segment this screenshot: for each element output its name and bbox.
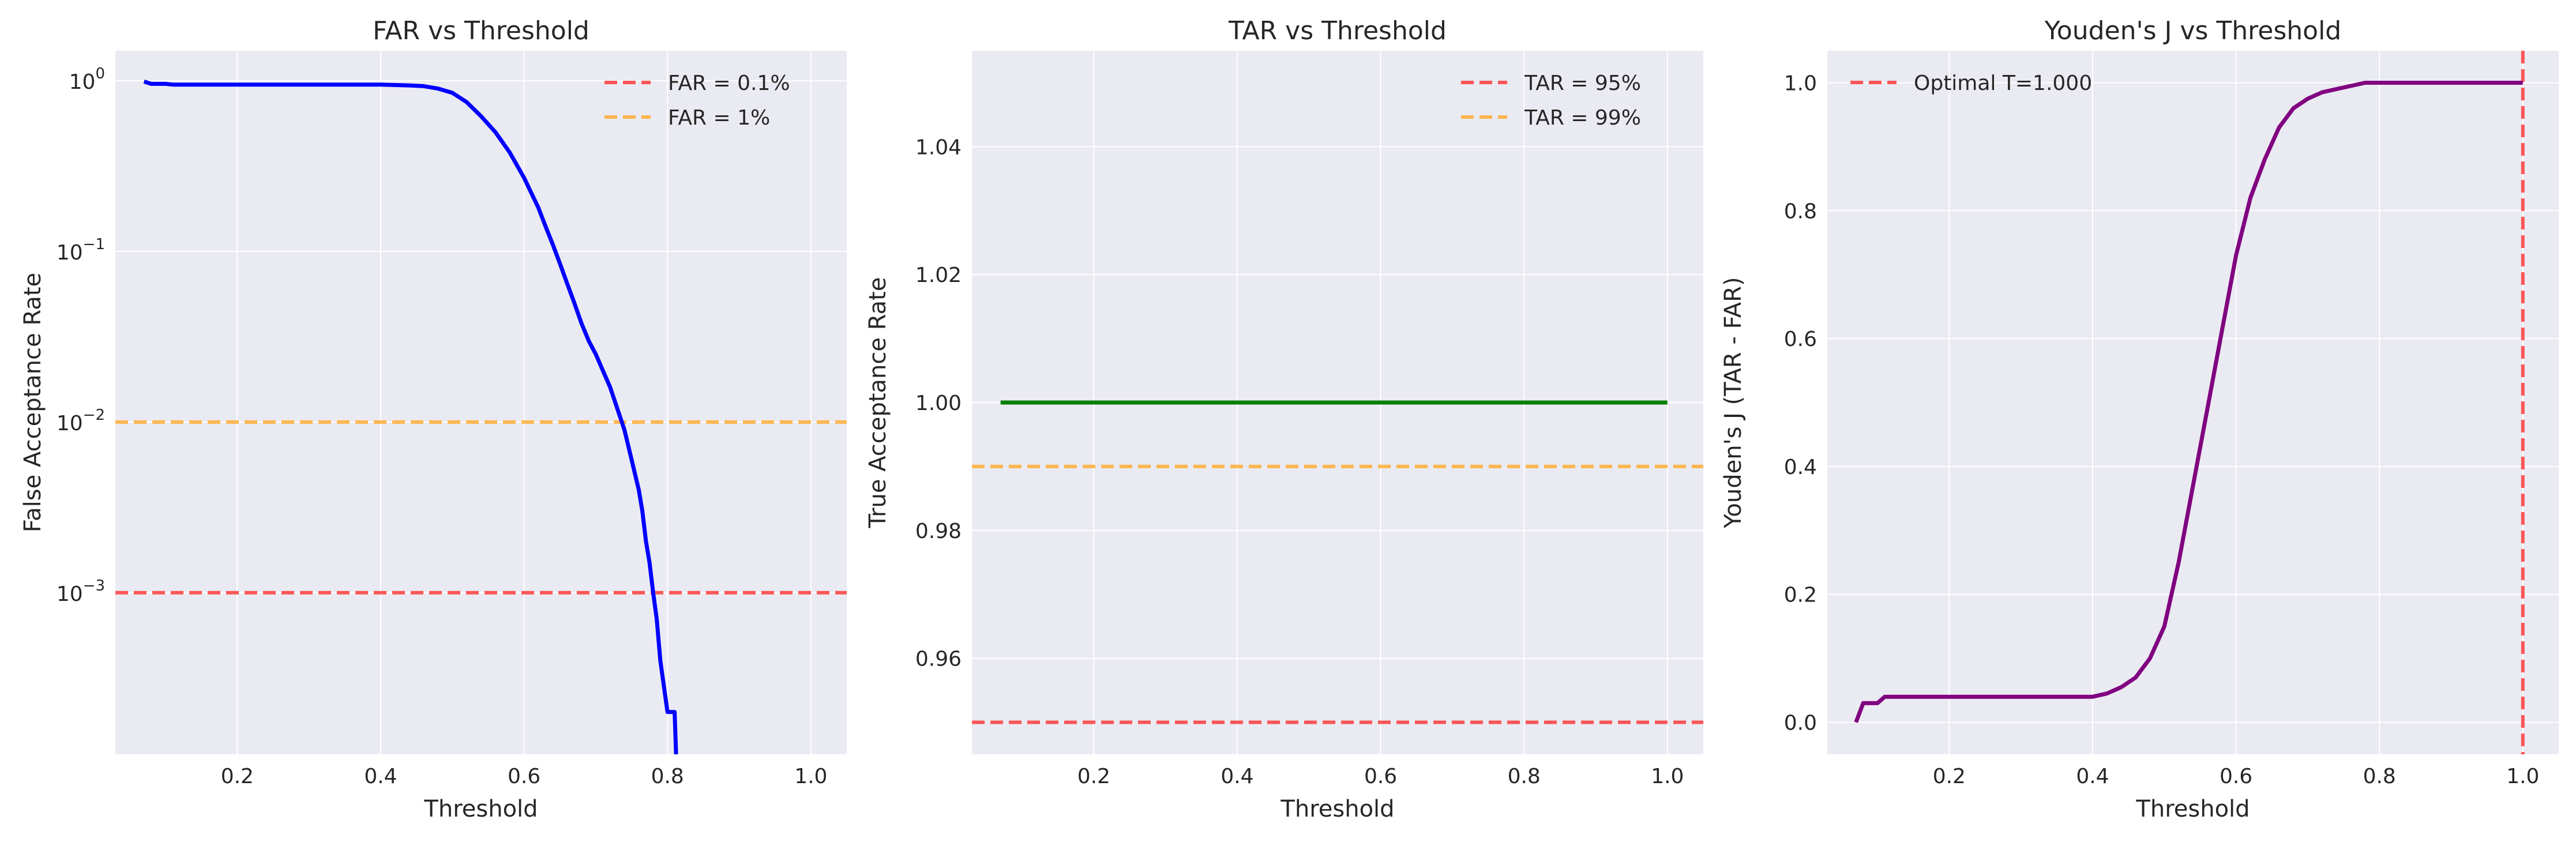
- youden-panel: 0.2 0.4 0.6 0.8 1.0 0.0 0.2 0.4 0.6 0.8 1.0 Youden'…: [1720, 16, 2559, 822]
- x-tick-label: 0.6: [1364, 765, 1397, 788]
- youden-title: Youden's J vs Threshold: [2044, 16, 2342, 46]
- x-tick-label: 0.2: [1933, 765, 1966, 788]
- x-tick-label: 0.2: [221, 765, 254, 788]
- x-tick-label: 0.4: [1221, 765, 1253, 788]
- youden-x-axis-label: Threshold: [2135, 796, 2250, 822]
- legend-label: Optimal T=1.000: [1914, 72, 2092, 95]
- youden-y-axis-label: Youden's J (TAR - FAR): [1720, 277, 1747, 528]
- x-tick-label: 0.6: [2220, 765, 2252, 788]
- y-tick-label: 0.0: [1784, 712, 1817, 735]
- y-tick-label: 1.04: [915, 136, 962, 159]
- y-tick-label: 1.02: [915, 264, 962, 287]
- x-tick-label: 1.0: [1651, 765, 1684, 788]
- x-tick-label: 1.0: [2506, 765, 2539, 788]
- y-tick-label: 10−2: [57, 407, 105, 435]
- y-tick-label: 0.2: [1784, 584, 1817, 607]
- x-tick-label: 0.8: [1508, 765, 1541, 788]
- far-plot-area: [115, 51, 847, 754]
- legend-label: TAR = 95%: [1524, 72, 1641, 95]
- tar-y-axis-label: True Acceptance Rate: [865, 277, 891, 529]
- far-series-line: [143, 80, 678, 754]
- legend-label: TAR = 99%: [1524, 106, 1641, 130]
- y-tick-label: 1.0: [1784, 72, 1817, 95]
- far-title: FAR vs Threshold: [373, 16, 589, 46]
- y-tick-label: 10−1: [57, 236, 105, 265]
- y-tick-label: 100: [69, 65, 105, 94]
- tar-title: TAR vs Threshold: [1228, 16, 1447, 46]
- far-x-axis-label: Threshold: [423, 796, 538, 822]
- legend-label: FAR = 1%: [668, 106, 770, 130]
- y-tick-label: 1.00: [915, 392, 962, 415]
- x-tick-label: 1.0: [794, 765, 827, 788]
- y-tick-label: 0.4: [1784, 456, 1817, 479]
- x-tick-label: 0.4: [364, 765, 397, 788]
- y-tick-label: 10−3: [57, 577, 105, 606]
- youden-plot-area: [1827, 51, 2559, 754]
- youden-series-line: [1854, 81, 2523, 723]
- x-tick-label: 0.6: [508, 765, 540, 788]
- legend-label: FAR = 0.1%: [668, 72, 790, 95]
- tar-panel: 0.2 0.4 0.6 0.8 1.0 0.96 0.98 1.00 1.02 1.04 TAR v…: [865, 16, 1703, 822]
- y-tick-label: 0.96: [915, 648, 962, 671]
- x-tick-label: 0.8: [2363, 765, 2396, 788]
- x-tick-label: 0.2: [1077, 765, 1110, 788]
- far-panel: 0.2 0.4 0.6 0.8 1.0 100 10−1 10−2 10−3 FAR vs Thr…: [20, 16, 847, 822]
- y-tick-label: 0.8: [1784, 200, 1817, 223]
- far-y-axis-label: False Acceptance Rate: [20, 273, 46, 532]
- y-tick-label: 0.98: [915, 520, 962, 543]
- x-tick-label: 0.8: [651, 765, 684, 788]
- y-tick-label: 0.6: [1784, 328, 1817, 351]
- tar-x-axis-label: Threshold: [1280, 796, 1394, 822]
- x-tick-label: 0.4: [2076, 765, 2109, 788]
